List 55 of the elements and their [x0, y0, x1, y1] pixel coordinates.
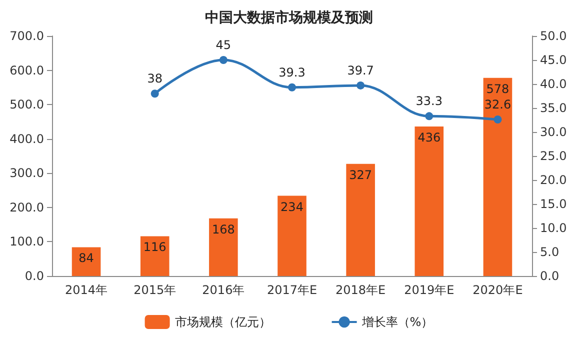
- data-label: 32.6: [484, 98, 512, 112]
- data-label: 45: [216, 38, 232, 52]
- x-tick-label: 2018年E: [336, 283, 386, 297]
- data-label: 33.3: [416, 94, 442, 108]
- y2-tick-label: 15.0: [540, 197, 567, 211]
- x-tick-label: 2020年E: [472, 283, 523, 297]
- data-label: 84: [78, 251, 94, 266]
- x-tick-label: 2016年: [202, 283, 245, 297]
- y-tick-label: 0.0: [24, 269, 44, 283]
- data-label: 39.3: [278, 65, 306, 80]
- x-tick-label: 2017年E: [266, 283, 318, 297]
- y2-tick-label: 50.0: [540, 29, 567, 43]
- bar: [140, 236, 170, 276]
- y-tick-label: 400.0: [10, 132, 44, 146]
- y2-tick-label: 20.0: [540, 173, 567, 187]
- point: [425, 112, 434, 120]
- y2-tick-label: 45.0: [540, 53, 567, 67]
- x-tick-label: 2019年E: [404, 283, 454, 297]
- point: [356, 81, 365, 90]
- x-tick-label: 2015年: [134, 283, 176, 297]
- bar: [278, 196, 306, 276]
- point: [494, 116, 502, 124]
- y2-tick-label: 5.0: [540, 245, 560, 259]
- y-tick-label: 300.0: [10, 166, 44, 180]
- y2-tick-label: 0.0: [540, 269, 560, 283]
- y-tick-label: 700.0: [10, 29, 44, 43]
- point: [288, 83, 296, 92]
- data-label: 327: [349, 168, 372, 182]
- data-label: 168: [212, 222, 235, 236]
- y2-tick-label: 25.0: [540, 149, 567, 163]
- data-label: 38: [147, 72, 162, 86]
- point: [219, 56, 228, 64]
- data-label: 234: [280, 200, 304, 214]
- y-tick-label: 500.0: [10, 98, 44, 112]
- legend-label: 市场规模（亿元）: [174, 315, 271, 329]
- bar: [346, 164, 375, 276]
- x-tick-label: 2014年: [65, 283, 108, 297]
- bar: [209, 218, 238, 276]
- legend-label: 增长率（%）: [360, 315, 434, 329]
- data-label: 116: [143, 240, 166, 254]
- y-tick-label: 600.0: [10, 63, 44, 78]
- bar: [72, 247, 101, 276]
- y2-tick-label: 30.0: [540, 125, 567, 139]
- chart-title: 中国大数据市场规模及预测: [205, 9, 373, 26]
- y-tick-label: 100.0: [10, 234, 44, 249]
- y2-tick-label: 40.0: [540, 77, 567, 91]
- y2-tick-label: 10.0: [540, 221, 567, 235]
- y-tick-label: 200.0: [10, 200, 44, 214]
- data-label: 578: [486, 82, 510, 96]
- bar: [483, 78, 512, 276]
- y2-tick-label: 35.0: [540, 101, 567, 115]
- point: [150, 90, 159, 98]
- bar: [414, 126, 444, 276]
- data-label: 436: [418, 130, 441, 145]
- data-label: 39.7: [347, 63, 374, 78]
